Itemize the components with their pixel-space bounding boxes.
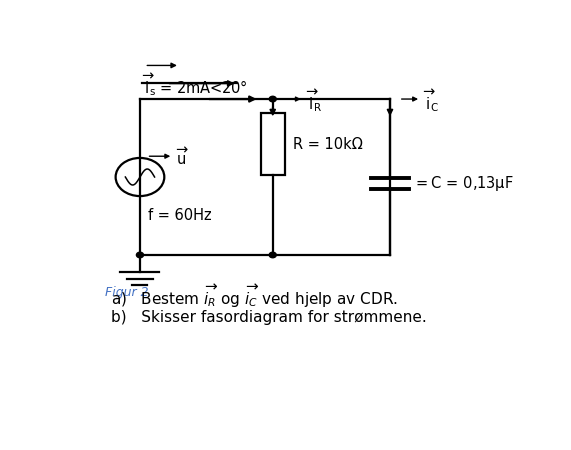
Text: R = 10kΩ: R = 10kΩ (293, 137, 363, 152)
Text: a)   Bestem $\overrightarrow{i_R}$ og $\overrightarrow{i_C}$ ved hjelp av CDR.: a) Bestem $\overrightarrow{i_R}$ og $\ov… (111, 283, 398, 310)
Text: $\mathregular{\overrightarrow{u}}$: $\mathregular{\overrightarrow{u}}$ (176, 147, 189, 168)
Text: $\mathregular{=}$C = 0,13µF: $\mathregular{=}$C = 0,13µF (413, 175, 513, 194)
Text: f = 60Hz: f = 60Hz (148, 208, 212, 223)
Text: $\mathregular{\overrightarrow{i}_C}$: $\mathregular{\overrightarrow{i}_C}$ (423, 87, 439, 114)
Text: b)   Skisser fasordiagram for strømmene.: b) Skisser fasordiagram for strømmene. (111, 310, 427, 325)
Circle shape (269, 252, 276, 258)
Circle shape (136, 252, 143, 258)
Circle shape (269, 96, 276, 102)
Bar (260, 113, 285, 176)
Text: Figur 2: Figur 2 (104, 286, 148, 299)
Text: $\mathregular{\overrightarrow{i}_R}$: $\mathregular{\overrightarrow{i}_R}$ (306, 87, 322, 114)
Text: $\mathregular{\overrightarrow{i}_s}$ = 2mA<20°: $\mathregular{\overrightarrow{i}_s}$ = 2… (142, 71, 248, 98)
